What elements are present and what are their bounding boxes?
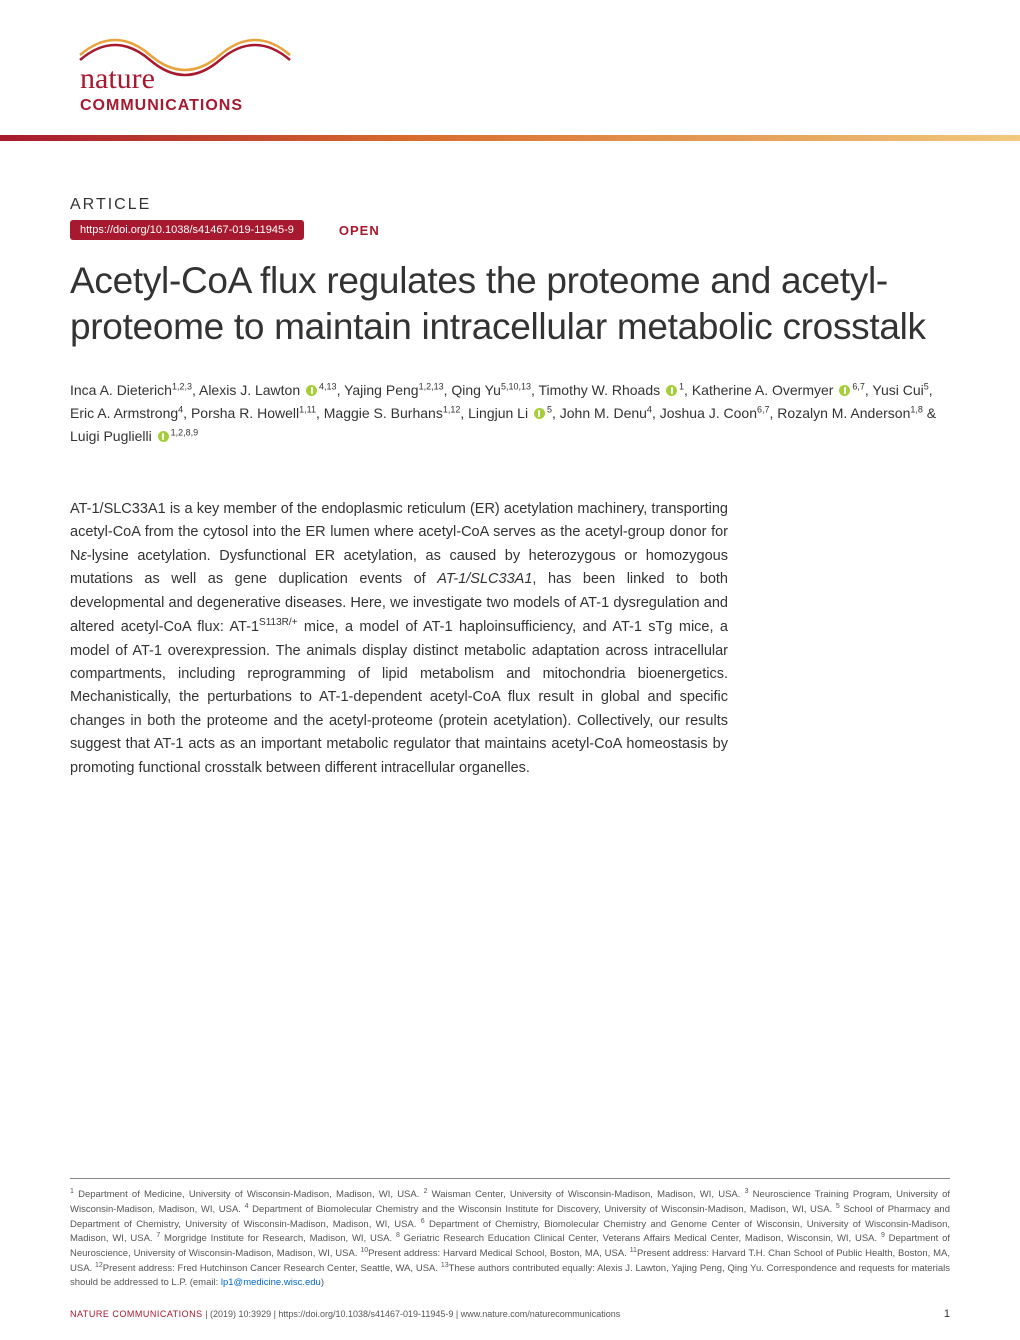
doi-row: https://doi.org/10.1038/s41467-019-11945… — [70, 220, 950, 240]
article-type-label: ARTICLE — [70, 196, 950, 214]
footer-page-number: 1 — [944, 1308, 950, 1320]
content-area: ARTICLE https://doi.org/10.1038/s41467-0… — [0, 141, 1020, 780]
footer-left: NATURE COMMUNICATIONS | (2019) 10:3929 |… — [70, 1309, 620, 1319]
author-list: Inca A. Dieterich1,2,3, Alexis J. Lawton… — [70, 379, 940, 448]
footer-journal-name: NATURE COMMUNICATIONS — [70, 1309, 203, 1319]
logo-text-communications: COMMUNICATIONS — [80, 97, 243, 114]
open-access-label: OPEN — [339, 223, 380, 238]
logo-text-nature: nature — [80, 62, 155, 95]
affiliations-block: 1 Department of Medicine, University of … — [70, 1178, 950, 1290]
nature-communications-logo: nature COMMUNICATIONS — [60, 20, 320, 120]
abstract-text: AT-1/SLC33A1 is a key member of the endo… — [70, 498, 728, 781]
doi-link[interactable]: https://doi.org/10.1038/s41467-019-11945… — [70, 220, 304, 240]
page-footer: NATURE COMMUNICATIONS | (2019) 10:3929 |… — [70, 1308, 950, 1320]
article-title: Acetyl-CoA flux regulates the proteome a… — [70, 258, 950, 351]
journal-logo-area: nature COMMUNICATIONS — [0, 0, 1020, 135]
footer-citation: (2019) 10:3929 | https://doi.org/10.1038… — [210, 1309, 620, 1319]
